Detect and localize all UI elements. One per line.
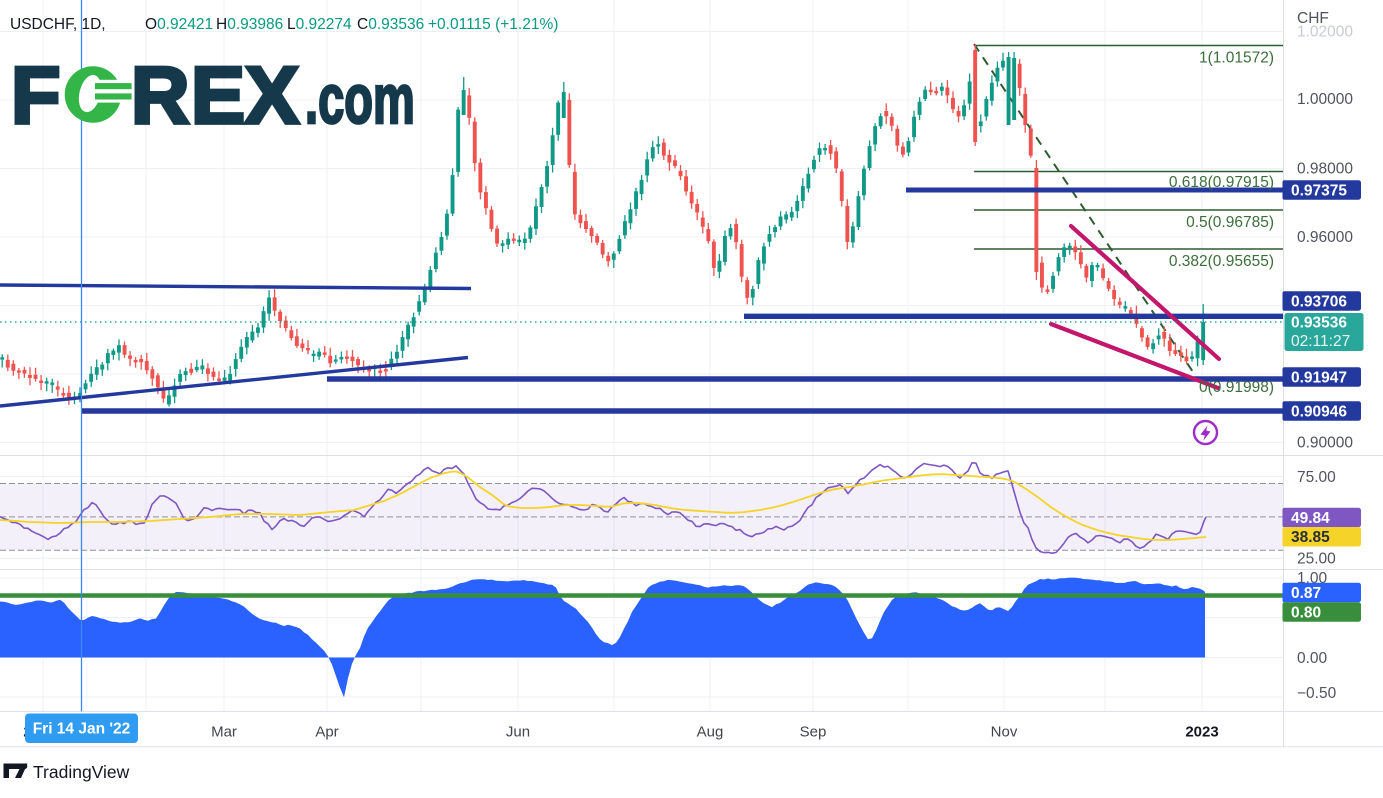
svg-text:R: R	[131, 51, 190, 141]
svg-text:Jun: Jun	[506, 724, 530, 741]
svg-text:L0.92274: L0.92274	[287, 16, 352, 33]
svg-text:2023: 2023	[1185, 724, 1218, 741]
svg-text:F: F	[11, 51, 60, 141]
svg-text:0.90946: 0.90946	[1291, 403, 1347, 420]
svg-text:Nov: Nov	[991, 724, 1018, 741]
svg-text:USDCHF, 1D,: USDCHF, 1D,	[10, 16, 106, 33]
svg-text:0.382(0.95655): 0.382(0.95655)	[1169, 253, 1274, 270]
svg-text:0.97375: 0.97375	[1291, 182, 1347, 199]
svg-text:0(0.91998): 0(0.91998)	[1199, 379, 1274, 396]
svg-text:38.85: 38.85	[1291, 529, 1330, 546]
svg-text:0.93536: 0.93536	[1291, 315, 1347, 332]
svg-text:X: X	[245, 51, 299, 141]
svg-text:75.00: 75.00	[1297, 469, 1336, 486]
svg-text:0.5(0.96785): 0.5(0.96785)	[1186, 214, 1274, 231]
svg-text:0.91947: 0.91947	[1291, 369, 1347, 386]
svg-text:1.00000: 1.00000	[1297, 91, 1353, 108]
svg-text:H0.93986: H0.93986	[216, 16, 283, 33]
svg-text:02:11:27: 02:11:27	[1291, 333, 1350, 350]
svg-text:O0.92421: O0.92421	[145, 16, 213, 33]
svg-text:25.00: 25.00	[1297, 551, 1336, 568]
svg-text:1.02000: 1.02000	[1297, 24, 1353, 41]
svg-text:0.93706: 0.93706	[1291, 293, 1347, 310]
svg-text:C0.93536: C0.93536	[357, 16, 424, 33]
svg-text:E: E	[191, 51, 245, 141]
svg-text:−0.50: −0.50	[1297, 685, 1337, 702]
svg-text:CHF: CHF	[1297, 10, 1329, 27]
svg-text:TradingView: TradingView	[33, 762, 130, 782]
svg-text:Sep: Sep	[800, 724, 827, 741]
svg-text:.com: .com	[305, 60, 415, 138]
svg-text:Mar: Mar	[211, 724, 237, 741]
svg-text:Aug: Aug	[697, 724, 724, 741]
svg-text:0.96000: 0.96000	[1297, 229, 1353, 246]
svg-text:49.84: 49.84	[1291, 510, 1330, 527]
svg-text:+0.01115 (+1.21%): +0.01115 (+1.21%)	[428, 16, 558, 33]
svg-text:0.80: 0.80	[1291, 604, 1321, 621]
svg-text:1(1.01572): 1(1.01572)	[1199, 50, 1274, 67]
svg-text:0.98000: 0.98000	[1297, 161, 1353, 178]
svg-text:0.00: 0.00	[1297, 650, 1328, 667]
svg-text:0.87: 0.87	[1291, 585, 1321, 602]
svg-text:0.618(0.97915): 0.618(0.97915)	[1169, 174, 1274, 191]
svg-text:Apr: Apr	[315, 724, 338, 741]
svg-text:Fri 14 Jan '22: Fri 14 Jan '22	[33, 721, 131, 738]
svg-text:0.90000: 0.90000	[1297, 435, 1353, 452]
